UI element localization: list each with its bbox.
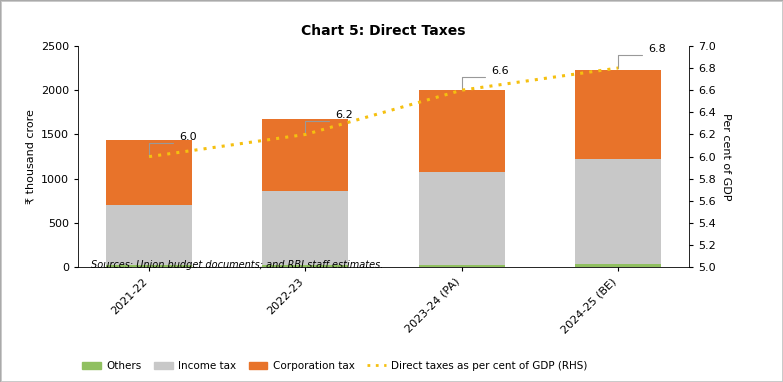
Bar xyxy=(262,265,348,267)
Bar xyxy=(576,159,662,264)
Y-axis label: ₹ thousand crore: ₹ thousand crore xyxy=(26,109,35,204)
Bar xyxy=(419,265,505,267)
Bar xyxy=(262,191,348,265)
Legend: Others, Income tax, Corporation tax, Direct taxes as per cent of GDP (RHS): Others, Income tax, Corporation tax, Dir… xyxy=(78,357,591,375)
Bar xyxy=(106,265,192,267)
Text: 6.8: 6.8 xyxy=(648,44,666,54)
Bar xyxy=(106,205,192,265)
Text: 6.2: 6.2 xyxy=(335,110,353,120)
Text: Sources: Union budget documents; and RBI staff estimates.: Sources: Union budget documents; and RBI… xyxy=(91,260,383,270)
Bar xyxy=(106,140,192,205)
Title: Chart 5: Direct Taxes: Chart 5: Direct Taxes xyxy=(301,24,466,38)
Bar xyxy=(419,90,505,172)
Bar xyxy=(419,172,505,265)
Text: 6.0: 6.0 xyxy=(179,133,197,142)
Bar xyxy=(262,119,348,191)
Bar xyxy=(576,264,662,267)
Y-axis label: Per cent of GDP: Per cent of GDP xyxy=(721,113,731,201)
Text: 6.6: 6.6 xyxy=(492,66,509,76)
Bar xyxy=(576,70,662,159)
